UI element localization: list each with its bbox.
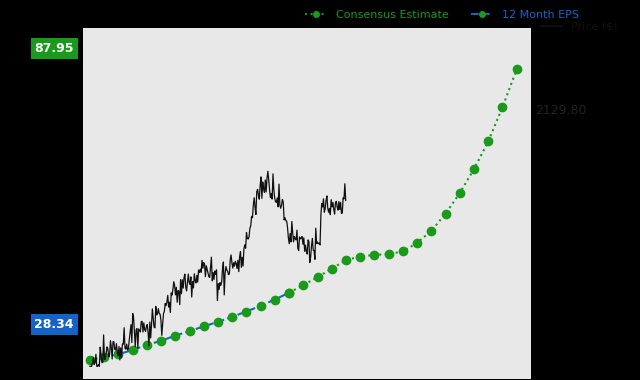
- Legend: Consensus Estimate, 12 Month EPS: Consensus Estimate, 12 Month EPS: [300, 6, 583, 24]
- Text: 28.34: 28.34: [35, 318, 74, 331]
- Text: 87.95: 87.95: [35, 42, 74, 55]
- Legend: Price ($): Price ($): [535, 17, 621, 36]
- Text: 2129.80: 2129.80: [536, 104, 587, 117]
